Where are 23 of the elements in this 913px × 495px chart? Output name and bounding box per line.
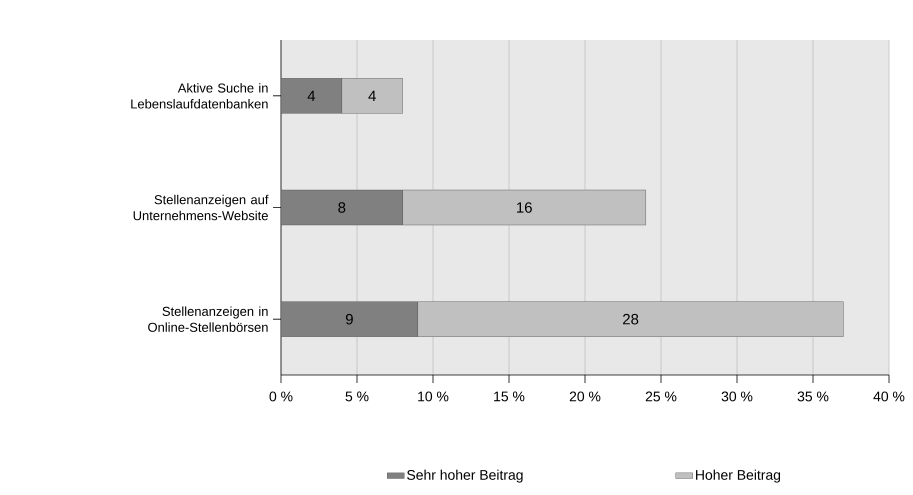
x-tick-label: 35 % [798,392,828,402]
y-tick-label: Aktive Suche in Lebenslaufdatenbanken [131,83,268,109]
legend-label: Sehr hoher Beitrag [407,470,523,483]
data-label: 8 [338,202,346,213]
data-label: 16 [517,202,532,213]
data-label: 4 [308,90,316,101]
x-tick-label: 30 % [722,392,752,402]
x-tick-label: 25 % [646,392,676,402]
y-tick-label: Stellenanzeigen auf Unternehmens-Website [134,194,268,220]
bar [281,301,418,337]
legend-label: Hoher Beitrag [696,470,780,483]
x-tick-label: 15 % [494,392,524,402]
bar [281,190,403,226]
data-label: 4 [368,90,376,101]
x-tick-label: 0 % [270,392,293,402]
x-tick-label: 5 % [346,392,369,402]
x-tick-label: 40 % [873,392,904,402]
data-label: 28 [623,314,638,324]
bar [281,78,342,114]
data-label: 9 [346,314,353,324]
y-tick-label: Stellenanzeigen in Online-Stellenbörsen [148,306,268,332]
x-tick-label: 10 % [418,392,448,402]
x-tick-label: 20 % [570,392,600,402]
